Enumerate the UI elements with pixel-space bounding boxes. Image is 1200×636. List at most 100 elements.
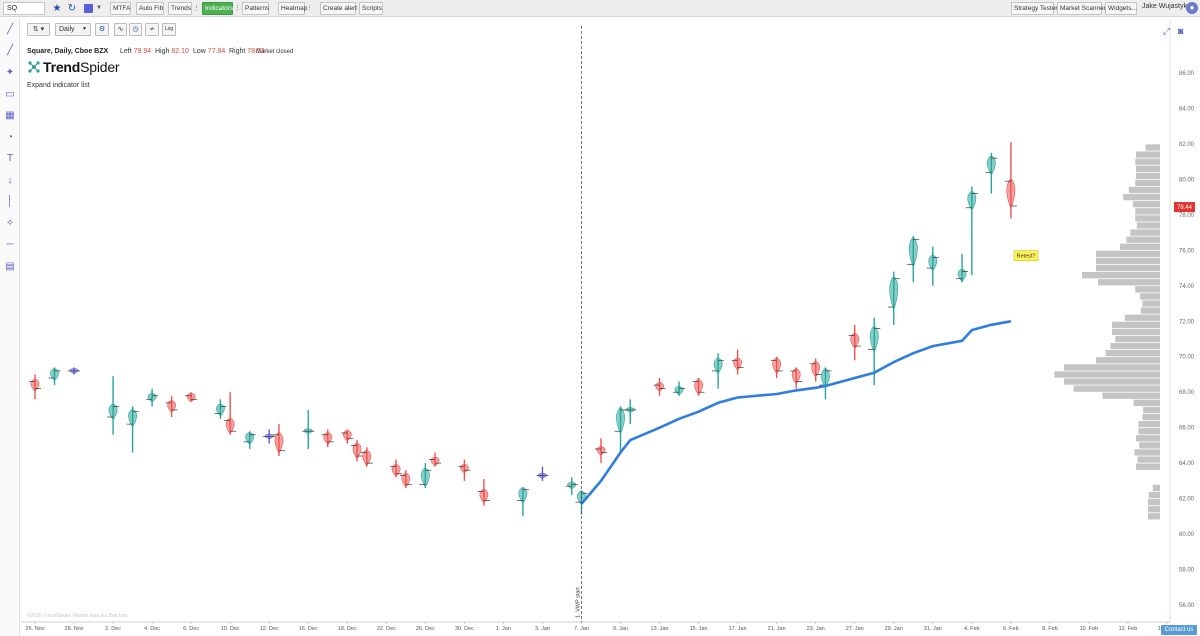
y-tick-label: 80.00 (1179, 177, 1195, 183)
expand-indicator-list-link[interactable]: Expand indicator list (27, 82, 90, 89)
low-value: 77.84 (207, 48, 226, 55)
trends-more-icon[interactable]: ⋮ (193, 5, 200, 12)
x-tick-label: 2. Dec (105, 626, 121, 632)
scripts-button[interactable]: Scripts (359, 2, 383, 15)
compare-icon[interactable]: ∿ (114, 23, 127, 36)
volume-profile-bar (1139, 442, 1160, 449)
cycle-tool-icon[interactable]: ◔ (6, 132, 14, 143)
mtfa-button[interactable]: MTFA (110, 2, 131, 15)
clock-icon[interactable]: ◷ (129, 23, 142, 36)
candle-body (518, 486, 528, 504)
gear-icon[interactable]: ⚙ (95, 23, 109, 36)
contact-us-button[interactable]: Contact us (1161, 625, 1197, 635)
vertical-line-tool-icon[interactable]: │ (6, 196, 14, 207)
candle-body (430, 456, 440, 467)
volume-profile-bar (1142, 300, 1160, 307)
x-tick-label: 12. Dec (260, 626, 279, 632)
pitchfork-tool-icon[interactable]: ✧ (5, 218, 15, 229)
widgets-button[interactable]: Widgets... (1105, 2, 1137, 15)
chart-annotations: 1. VWP start Retest? 78.44 (575, 26, 1195, 622)
x-tick-label: 26. Dec (416, 626, 435, 632)
timeframe-select[interactable]: Daily ▼ (55, 23, 91, 36)
x-tick-label: 22. Dec (377, 626, 396, 632)
candle (595, 438, 607, 464)
candle-body (225, 417, 235, 435)
create-alert-button[interactable]: Create alert (320, 2, 357, 15)
y-tick-label: 60.00 (1179, 532, 1195, 538)
volume-profile-bar (1126, 236, 1160, 243)
chart-type-button[interactable]: ⇅ ▾ (27, 23, 50, 36)
magic-wand-icon[interactable]: ✦ (5, 67, 15, 78)
heatmap-button[interactable]: Heatmap (278, 2, 307, 15)
volume-profile-bar (1135, 215, 1160, 222)
x-tick-label: 10. Feb (1080, 626, 1099, 632)
candle-body (733, 357, 743, 371)
candle (790, 367, 803, 389)
refresh-icon[interactable]: ↻ (67, 3, 77, 14)
indicators-more-icon[interactable]: ⋮ (234, 5, 241, 12)
x-tick-label: 6. Dec (183, 626, 199, 632)
logo-bold: Trend (43, 59, 81, 75)
text-tool-icon[interactable]: T (6, 153, 14, 164)
x-tick-label: 4. Feb (964, 626, 980, 632)
candle (477, 479, 490, 506)
drawing-tools-sidebar: ╱ ╱ ✦ ▭ ▦ ◔ T ↓ │ ✧ ─ ▤ (0, 18, 20, 636)
x-tick-label: 8. Feb (1042, 626, 1058, 632)
right-value: 78.53 (247, 48, 265, 55)
chevron-down-icon[interactable]: ▼ (96, 5, 102, 11)
candle-body (772, 357, 782, 375)
strategy-tester-button[interactable]: Strategy Tester (1011, 2, 1058, 15)
symbol-input[interactable]: SQ (3, 2, 45, 15)
candle (146, 388, 159, 407)
market-scanner-button[interactable]: Market Scanner (1057, 2, 1106, 15)
user-avatar-icon[interactable]: ● (1186, 2, 1198, 14)
logo-rest: Spider (80, 59, 120, 75)
trendline-tool-icon[interactable]: ╱ (6, 24, 14, 35)
star-icon[interactable]: ★ (52, 3, 62, 14)
volume-profile-bar (1064, 364, 1160, 371)
candle (536, 466, 549, 481)
candle (29, 374, 41, 400)
fibonacci-tool-icon[interactable]: ▤ (5, 261, 15, 272)
color-picker-button[interactable] (84, 4, 93, 13)
volume-profile-bar (1138, 428, 1160, 435)
trends-button[interactable]: Trends (168, 2, 192, 15)
split-icon[interactable]: ≁ (145, 23, 159, 36)
candle (887, 271, 900, 325)
low-label: Low (193, 48, 206, 55)
candle (243, 431, 256, 449)
arrow-down-tool-icon[interactable]: ↓ (7, 175, 13, 186)
ray-tool-icon[interactable]: ╱ (6, 45, 14, 56)
volume-profile-bar (1082, 272, 1160, 279)
rectangle-tool-icon[interactable]: ▭ (5, 89, 15, 100)
x-tick-label: 13. Jan (651, 626, 669, 632)
y-tick-label: 72.00 (1179, 319, 1195, 325)
right-label: Right (229, 48, 246, 55)
volume-profile-bar (1096, 357, 1160, 364)
camera-icon[interactable]: ◙ (1178, 26, 1184, 36)
volume-profile-bar (1145, 144, 1160, 151)
volume-profile-bar (1064, 378, 1160, 385)
x-tick-label: 15. Jan (690, 626, 708, 632)
left-price: Left 79.94 (120, 48, 151, 55)
candle (965, 186, 978, 276)
volume-profile-bar (1133, 399, 1160, 406)
user-name[interactable]: Jake Wujastyk (1142, 3, 1187, 10)
candle-body (352, 442, 362, 460)
horizontal-line-tool-icon[interactable]: ─ (6, 239, 14, 250)
candle (321, 429, 334, 448)
candle-body (1006, 178, 1016, 210)
indicators-button[interactable]: Indicators (202, 2, 233, 15)
candle (907, 236, 920, 283)
log-scale-button[interactable]: Log (162, 23, 176, 36)
patterns-button[interactable]: Patterns (242, 2, 269, 15)
x-tick-label: 26. Nov (26, 626, 45, 632)
channel-tool-icon[interactable]: ▦ (5, 110, 15, 121)
candle-body (674, 385, 684, 396)
fullscreen-icon[interactable]: ⤢ (1163, 26, 1171, 36)
heatmap-more-icon[interactable]: ⋮ (306, 5, 313, 12)
candle-body (362, 449, 372, 467)
volume-profile-bar (1098, 279, 1160, 286)
auto-fib-button[interactable]: Auto Fib (136, 2, 164, 15)
